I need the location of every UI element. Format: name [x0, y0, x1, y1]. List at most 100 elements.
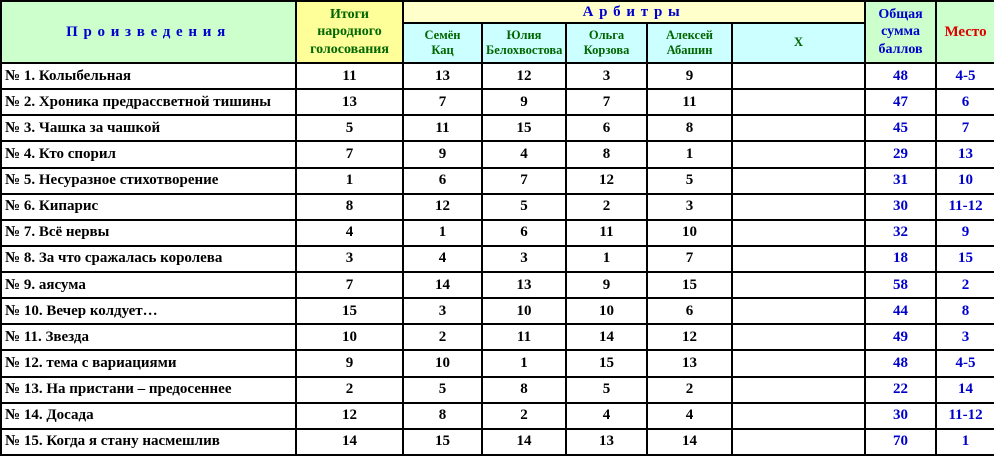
- table-row: № 9. аясума 7 14 13 9 15 58 2: [0, 270, 994, 300]
- judge-score-cell: 2: [646, 375, 733, 404]
- table-row: № 1. Колыбельная 11 13 12 3 9 48 4-5: [0, 61, 994, 91]
- arbiter-name-header: Х: [730, 22, 867, 64]
- public-vote-cell: 7: [295, 140, 404, 169]
- work-title-cell: № 8. За что сражалась королева: [0, 244, 297, 274]
- place-cell: 9: [935, 218, 994, 247]
- place-cell: 4-5: [935, 349, 994, 378]
- total-column-header: Общая сумма баллов: [864, 0, 938, 64]
- public-vote-cell: 8: [295, 192, 404, 221]
- judge-score-cell: 6: [402, 166, 483, 195]
- judge-score-cell: 5: [646, 166, 733, 195]
- judge-score-cell: 11: [565, 218, 648, 247]
- total-score-cell: 58: [864, 270, 938, 300]
- total-score-cell: 18: [864, 244, 938, 274]
- judge-score-cell: 3: [565, 61, 648, 91]
- place-cell: 3: [935, 323, 994, 352]
- work-title-cell: № 15. Когда я стану насмешлив: [0, 427, 297, 456]
- total-score-cell: 22: [864, 375, 938, 404]
- judge-score-cell: 9: [565, 270, 648, 300]
- public-vote-cell: 10: [295, 323, 404, 352]
- public-vote-cell: 7: [295, 270, 404, 300]
- total-score-cell: 32: [864, 218, 938, 247]
- judge-score-cell: 10: [402, 349, 483, 378]
- judge-score-cell: 12: [565, 166, 648, 195]
- judge-score-cell: 6: [565, 114, 648, 143]
- judge-score-cell: 5: [565, 375, 648, 404]
- judge-score-cell: 4: [646, 401, 733, 430]
- public-vote-cell: 9: [295, 349, 404, 378]
- judge-score-cell: [730, 323, 867, 352]
- judge-score-cell: 14: [402, 270, 483, 300]
- table-row: № 11. Звезда 10 2 11 14 12 49 3: [0, 323, 994, 352]
- judge-score-cell: 7: [565, 88, 648, 117]
- public-vote-cell: 14: [295, 427, 404, 456]
- table-row: № 3. Чашка за чашкой 5 11 15 6 8 45 7: [0, 114, 994, 143]
- total-score-cell: 30: [864, 401, 938, 430]
- judge-score-cell: 7: [646, 244, 733, 274]
- public-vote-cell: 11: [295, 61, 404, 91]
- works-column-header: Произведения: [0, 0, 297, 64]
- arbiter-name-header: Ольга Корзова: [565, 22, 648, 64]
- public-vote-cell: 2: [295, 375, 404, 404]
- judge-score-cell: 11: [646, 88, 733, 117]
- judge-score-cell: 12: [646, 323, 733, 352]
- place-cell: 4-5: [935, 61, 994, 91]
- judge-score-cell: 10: [646, 218, 733, 247]
- judge-score-cell: 14: [481, 427, 567, 456]
- judge-score-cell: 6: [646, 297, 733, 326]
- judge-score-cell: 7: [481, 166, 567, 195]
- judge-score-cell: 5: [402, 375, 483, 404]
- judge-score-cell: [730, 270, 867, 300]
- place-cell: 11-12: [935, 192, 994, 221]
- table-row: № 6. Кипарис 8 12 5 2 3 30 11-12: [0, 192, 994, 221]
- public-vote-cell: 5: [295, 114, 404, 143]
- judge-score-cell: [730, 297, 867, 326]
- judge-score-cell: 5: [481, 192, 567, 221]
- judge-score-cell: 1: [481, 349, 567, 378]
- judge-score-cell: [730, 218, 867, 247]
- table-row: № 7. Всё нервы 4 1 6 11 10 32 9: [0, 218, 994, 247]
- place-cell: 11-12: [935, 401, 994, 430]
- work-title-cell: № 2. Хроника предрассветной тишины: [0, 88, 297, 117]
- work-title-cell: № 4. Кто спорил: [0, 140, 297, 169]
- judge-score-cell: 10: [565, 297, 648, 326]
- table-row: № 2. Хроника предрассветной тишины 13 7 9 7 1…: [0, 88, 994, 117]
- table-body: № 1. Колыбельная 11 13 12 3 9 48 4-5 № 2. Хроник…: [0, 61, 994, 456]
- work-title-cell: № 12. тема с вариациями: [0, 349, 297, 378]
- judge-score-cell: 12: [402, 192, 483, 221]
- judge-score-cell: 1: [402, 218, 483, 247]
- total-score-cell: 49: [864, 323, 938, 352]
- place-cell: 7: [935, 114, 994, 143]
- judge-score-cell: 4: [402, 244, 483, 274]
- judge-score-cell: [730, 61, 867, 91]
- judge-score-cell: [730, 375, 867, 404]
- table-row: № 5. Несуразное стихотворение 1 6 7 12 5 31 10: [0, 166, 994, 195]
- judge-score-cell: 14: [565, 323, 648, 352]
- judge-score-cell: 15: [646, 270, 733, 300]
- arbiters-group-header: Арбитры: [401, 0, 867, 24]
- table-row: № 10. Вечер колдует… 15 3 10 10 6 44 8: [0, 297, 994, 326]
- judge-score-cell: [730, 427, 867, 456]
- judge-score-cell: [730, 114, 867, 143]
- work-title-cell: № 1. Колыбельная: [0, 61, 297, 91]
- work-title-cell: № 7. Всё нервы: [0, 218, 297, 247]
- public-vote-cell: 13: [295, 88, 404, 117]
- judge-score-cell: 1: [565, 244, 648, 274]
- total-score-cell: 48: [864, 349, 938, 378]
- public-vote-cell: 12: [295, 401, 404, 430]
- work-title-cell: № 14. Досада: [0, 401, 297, 430]
- judge-score-cell: 14: [646, 427, 733, 456]
- table-row: № 8. За что сражалась королева 3 4 3 1 7 18 15: [0, 244, 994, 274]
- place-cell: 14: [935, 375, 994, 404]
- total-score-cell: 44: [864, 297, 938, 326]
- judge-score-cell: [730, 140, 867, 169]
- table-row: № 4. Кто спорил 7 9 4 8 1 29 13: [0, 140, 994, 169]
- judge-score-cell: [730, 88, 867, 117]
- judge-score-cell: 11: [402, 114, 483, 143]
- public-vote-column-header: Итоги народного голосования: [295, 0, 404, 64]
- judge-score-cell: 8: [565, 140, 648, 169]
- judge-score-cell: 10: [481, 297, 567, 326]
- judge-score-cell: 1: [646, 140, 733, 169]
- work-title-cell: № 11. Звезда: [0, 323, 297, 352]
